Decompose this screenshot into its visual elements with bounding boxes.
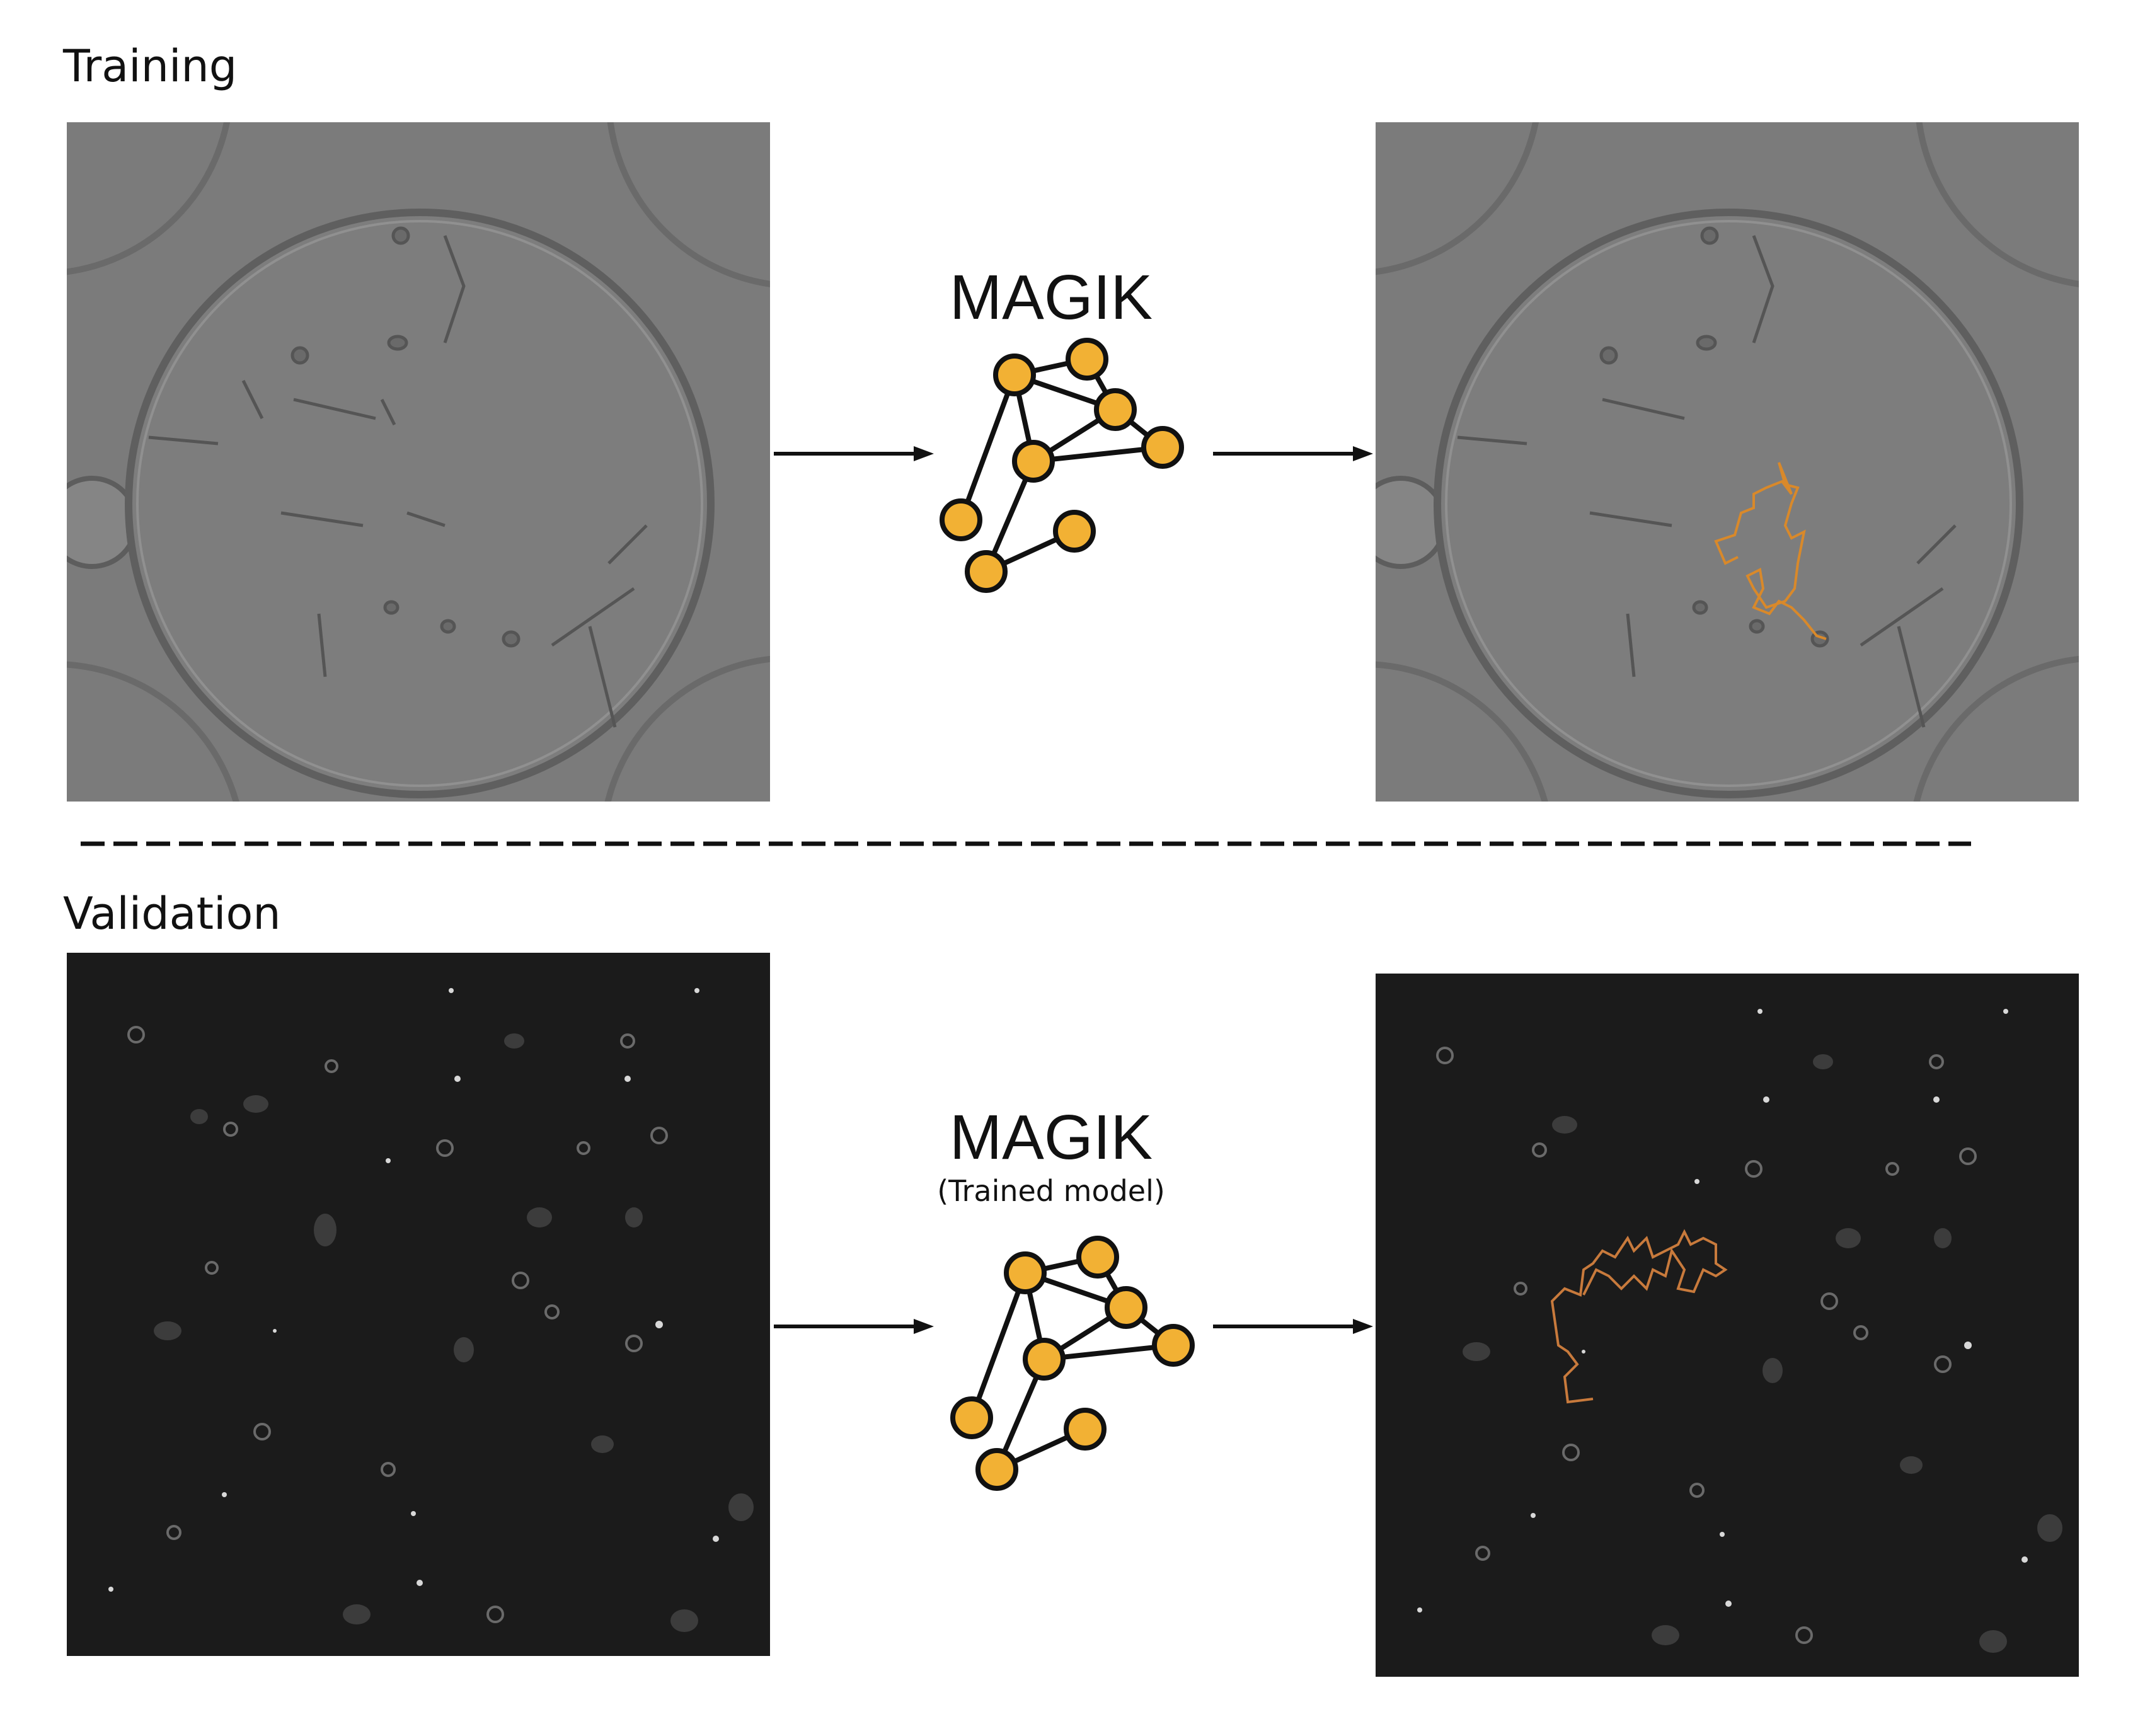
training-input-image bbox=[67, 122, 770, 802]
validation-input-image bbox=[67, 953, 770, 1656]
training-label: Training bbox=[63, 40, 238, 92]
validation-model-name: MAGIK bbox=[949, 1102, 1153, 1173]
validation-output-image bbox=[1376, 974, 2079, 1677]
training-output-image bbox=[1376, 122, 2079, 802]
right-arrow-icon bbox=[774, 446, 934, 461]
trajectory-path bbox=[1714, 462, 1827, 640]
validation-label: Validation bbox=[63, 888, 281, 940]
section-divider bbox=[81, 841, 1971, 846]
graph-network-icon bbox=[940, 338, 1184, 593]
trajectory-path bbox=[1550, 1229, 1728, 1404]
right-arrow-icon bbox=[774, 1319, 934, 1334]
right-arrow-icon bbox=[1213, 446, 1373, 461]
graph-network-icon bbox=[950, 1236, 1195, 1491]
validation-model-subtitle: (Trained model) bbox=[937, 1174, 1165, 1208]
training-model-name: MAGIK bbox=[949, 262, 1153, 333]
right-arrow-icon bbox=[1213, 1319, 1373, 1334]
